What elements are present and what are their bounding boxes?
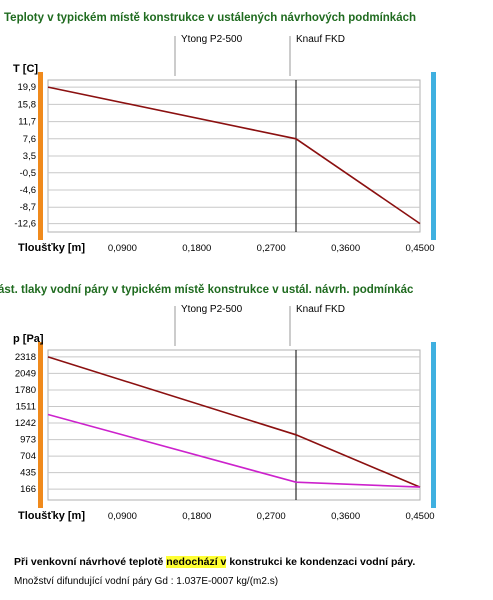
y-tick-label: 973	[20, 435, 36, 446]
condensation-text-end: konstrukci ke kondenzaci vodní páry.	[226, 556, 416, 568]
layer-label: Ytong P2-500	[181, 34, 243, 45]
y-axis-label: T [C]	[13, 63, 38, 75]
y-tick-label: -4,6	[20, 185, 36, 196]
y-tick-label: 2049	[15, 368, 36, 379]
x-tick-label: 0,4500	[405, 243, 434, 254]
x-tick-label: 0,0900	[108, 243, 137, 254]
x-tick-label: 0,4500	[405, 511, 434, 522]
layer-label: Knauf FKD	[296, 304, 345, 315]
chart-title: Teploty v typickém místě konstrukce v us…	[4, 12, 417, 24]
x-tick-label: 0,0900	[108, 511, 137, 522]
y-tick-label: 704	[20, 451, 36, 462]
series-line	[47, 356, 421, 488]
layer-label: Ytong P2-500	[181, 304, 243, 315]
x-axis-label: Tloušťky [m]	[18, 242, 85, 254]
vapor-pressure-chart: ást. tlaky vodní páry v typickém místě k…	[0, 280, 493, 535]
vapor-pressure-chart-plot: p [Pa] 2318 2049 1780 1511 1242 973 704 435 166 Tl…	[13, 304, 436, 522]
series-line	[47, 413, 421, 488]
x-axis-label: Tloušťky [m]	[18, 510, 85, 522]
y-tick-label: -0,5	[20, 168, 36, 179]
x-tick-label: 0,1800	[182, 511, 211, 522]
y-tick-label: 19,9	[18, 82, 37, 93]
y-tick-label: 2318	[15, 352, 36, 363]
x-tick-label: 0,3600	[331, 511, 360, 522]
series-line	[47, 86, 421, 225]
chart-title: ást. tlaky vodní páry v typickém místě k…	[0, 284, 414, 296]
y-tick-label: 1780	[15, 385, 36, 396]
diffusion-amount: Množství difundující vodní páry Gd : 1.0…	[14, 576, 279, 587]
layer-label: Knauf FKD	[296, 34, 345, 45]
temperature-chart: Teploty v typickém místě konstrukce v us…	[0, 0, 493, 270]
x-tick-label: 0,2700	[257, 511, 286, 522]
y-tick-label: 435	[20, 468, 36, 479]
y-tick-label: 7,6	[23, 134, 36, 145]
outer-side-bar	[431, 72, 436, 240]
plot-frame	[47, 349, 421, 501]
y-tick-label: 15,8	[18, 99, 37, 110]
temperature-chart-plot: T [C] 19,9 15,8 11,7 7,6 3,5 -0,5 -4,6 -8,7 -12,6…	[13, 34, 436, 254]
condensation-result: Při venkovní návrhové teplotě nedochází …	[14, 556, 415, 568]
condensation-highlight: nedochází v	[166, 556, 227, 568]
y-tick-label: 1242	[15, 418, 36, 429]
x-tick-label: 0,3600	[331, 243, 360, 254]
condensation-text-start: Při venkovní návrhové teplotě	[14, 556, 167, 568]
y-tick-label: -12,6	[14, 219, 36, 230]
y-tick-label: 1511	[16, 401, 36, 412]
y-tick-label: 166	[20, 484, 36, 495]
y-tick-label: -8,7	[20, 202, 36, 213]
y-tick-label: 3,5	[23, 151, 36, 162]
inner-side-bar	[38, 342, 43, 508]
y-tick-label: 11,7	[18, 117, 36, 128]
x-tick-label: 0,2700	[257, 243, 286, 254]
y-axis-label: p [Pa]	[13, 333, 44, 345]
inner-side-bar	[38, 72, 43, 240]
outer-side-bar	[431, 342, 436, 508]
x-tick-label: 0,1800	[182, 243, 211, 254]
